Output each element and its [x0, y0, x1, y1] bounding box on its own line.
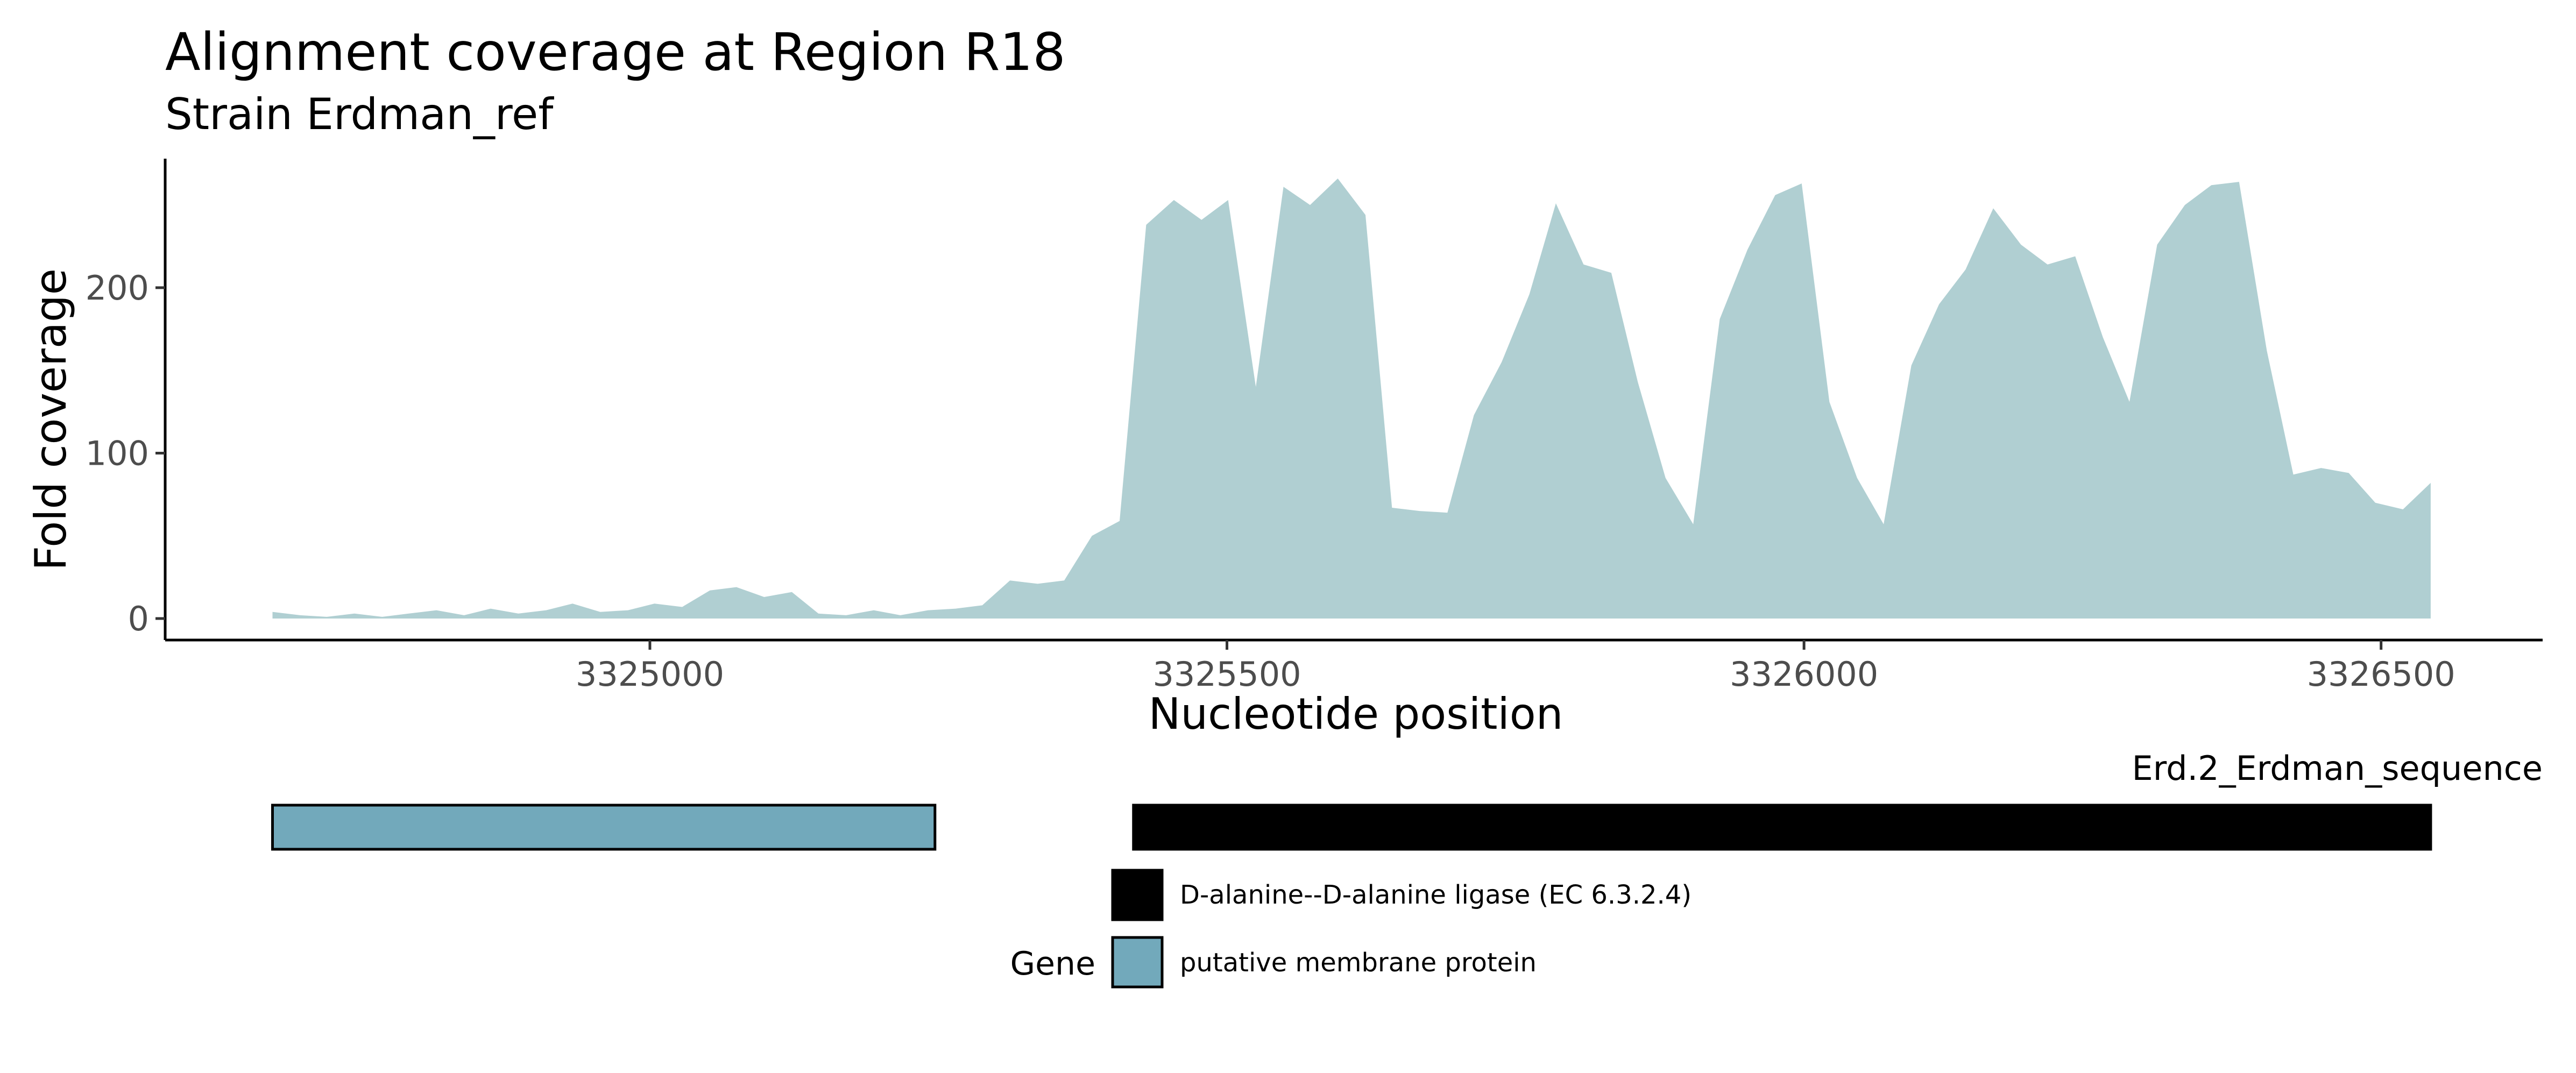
- gene-legend: Gene D-alanine--D-alanine ligase (EC 6.3…: [1010, 869, 1692, 989]
- x-tick-label: 3325500: [1152, 655, 1301, 694]
- legend-title: Gene: [1010, 945, 1095, 983]
- gene-ligase-bar: [1132, 804, 2432, 851]
- y-tick-label: 100: [86, 434, 149, 473]
- gene-membrane-protein-bar: [271, 804, 937, 851]
- chart-subtitle: Strain Erdman_ref: [165, 89, 554, 139]
- x-axis-title: Nucleotide position: [1149, 689, 1563, 739]
- gene-track: Erd.2_Erdman_sequence: [271, 749, 2543, 851]
- y-axis-title: Fold coverage: [26, 268, 76, 571]
- coverage-area: [272, 178, 2431, 619]
- legend-swatch-ligase: [1111, 869, 1164, 921]
- y-axis-ticks: 0 100 200: [86, 268, 165, 638]
- y-tick-label: 200: [86, 268, 149, 308]
- plot-area: 0 100 200 3325000 3325500 3326000 3326500: [86, 159, 2543, 694]
- x-tick-label: 3326500: [2307, 655, 2455, 694]
- x-axis-ticks: 3325000 3325500 3326000 3326500: [576, 640, 2455, 694]
- legend-swatch-membrane: [1111, 936, 1164, 989]
- x-tick-label: 3326000: [1730, 655, 1878, 694]
- chart-title: Alignment coverage at Region R18: [165, 22, 1066, 82]
- legend-label-membrane: putative membrane protein: [1180, 948, 1537, 978]
- y-tick-label: 0: [128, 599, 149, 638]
- legend-label-ligase: D-alanine--D-alanine ligase (EC 6.3.2.4): [1180, 880, 1692, 910]
- gene-track-label: Erd.2_Erdman_sequence: [2132, 749, 2543, 788]
- x-tick-label: 3325000: [576, 655, 724, 694]
